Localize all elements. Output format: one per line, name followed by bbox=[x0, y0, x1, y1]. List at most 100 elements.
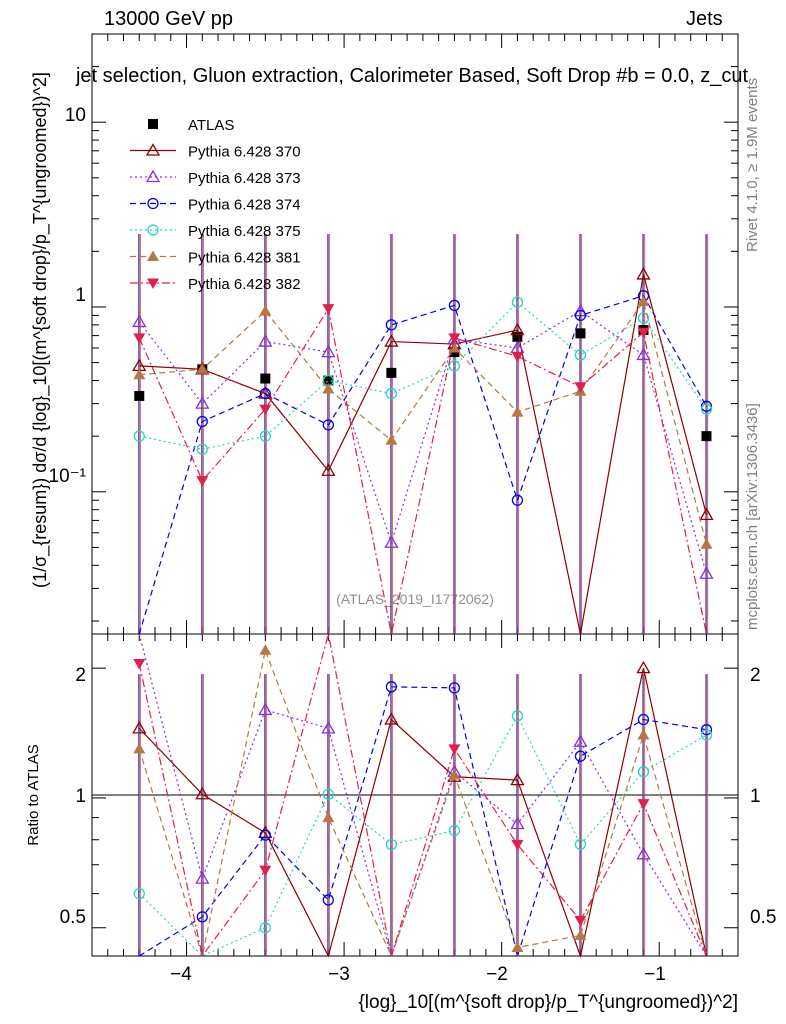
y-main-tick-label: 1 bbox=[75, 285, 86, 306]
ratio-point bbox=[259, 829, 271, 841]
ratio-point bbox=[133, 887, 145, 900]
ratio-point bbox=[448, 824, 461, 837]
legend-swatch-marker bbox=[148, 119, 158, 129]
ratio-line bbox=[138, 648, 708, 958]
source-label: mcplots.cern.ch [arXiv:1306.3436] bbox=[744, 403, 761, 630]
ratio-point bbox=[133, 659, 146, 670]
ratio-point bbox=[510, 772, 525, 786]
series-line bbox=[139, 274, 708, 635]
data-point bbox=[321, 463, 336, 476]
data-point bbox=[321, 344, 336, 358]
x-axis-title: {log}_10[(m^{soft drop}/p_T^{ungroomed})… bbox=[358, 992, 738, 1013]
ratio-point bbox=[700, 724, 713, 736]
ratio-point bbox=[258, 825, 273, 838]
series-s374 bbox=[138, 290, 713, 959]
ratio-point bbox=[573, 734, 588, 747]
data-point bbox=[322, 419, 334, 431]
data-point bbox=[259, 404, 272, 416]
data-point bbox=[259, 430, 271, 442]
legend-label: Pythia 6.428 381 bbox=[188, 250, 301, 267]
data-point bbox=[574, 309, 587, 322]
legend-entry-s373: Pythia 6.428 373 bbox=[130, 169, 301, 187]
data-point bbox=[259, 387, 271, 400]
series-s375 bbox=[133, 296, 713, 957]
ratio-point bbox=[132, 721, 147, 734]
ratio-line bbox=[138, 633, 707, 959]
energy-label: 13000 GeV pp bbox=[104, 8, 233, 30]
ratio-point bbox=[322, 894, 334, 906]
ratio-point bbox=[574, 838, 587, 851]
y-ratio-tick-label: 1 bbox=[75, 786, 86, 807]
legend-swatch-marker bbox=[147, 250, 159, 261]
ratio-point bbox=[384, 712, 399, 725]
data-point bbox=[637, 295, 650, 307]
data-point bbox=[133, 430, 145, 442]
data-point bbox=[384, 535, 399, 548]
ratio-point bbox=[637, 728, 650, 740]
series-line bbox=[138, 310, 708, 574]
y-ratio-tick-label-right: 0.5 bbox=[750, 907, 776, 928]
ratio-point bbox=[196, 911, 208, 923]
ratio-point bbox=[574, 929, 587, 940]
ratio-point bbox=[574, 750, 587, 762]
ratio-point bbox=[322, 811, 335, 823]
x-tick-label: −2 bbox=[486, 964, 508, 985]
ratio-point bbox=[321, 721, 336, 734]
ratio-point bbox=[511, 941, 524, 952]
data-point bbox=[196, 363, 209, 374]
ratio-line bbox=[138, 714, 707, 957]
series-layer bbox=[132, 234, 714, 959]
y-main-tick-label: 10⁻¹ bbox=[49, 466, 87, 487]
legend-entry-s370: Pythia 6.428 370 bbox=[130, 143, 301, 161]
legend-swatch-marker bbox=[147, 224, 159, 236]
legend-label: Pythia 6.428 375 bbox=[188, 223, 301, 240]
data-point bbox=[132, 314, 147, 328]
ratio-point bbox=[636, 847, 651, 860]
legend-label: Pythia 6.428 373 bbox=[188, 170, 301, 187]
y-ratio-tick-label-right: 1 bbox=[750, 786, 761, 807]
legend-swatch-marker bbox=[145, 169, 161, 183]
legend: ATLAS Pythia 6.428 370 Pythia 6.428 373 Pyt… bbox=[130, 117, 301, 293]
data-point bbox=[448, 299, 461, 312]
data-point bbox=[511, 351, 524, 363]
x-tick-label: −3 bbox=[328, 964, 350, 985]
data-point bbox=[637, 327, 650, 339]
data-point bbox=[385, 434, 398, 445]
ratio-point bbox=[637, 713, 650, 726]
data-point bbox=[133, 333, 146, 344]
data-point bbox=[700, 538, 713, 549]
data-point bbox=[322, 304, 335, 315]
rivet-label: Rivet 4.1.0, ≥ 1.9M events bbox=[744, 77, 761, 252]
y-ratio-tick-label-right: 2 bbox=[750, 665, 761, 686]
plot-title: jet selection, Gluon extraction, Calorim… bbox=[75, 65, 748, 87]
data-point bbox=[700, 400, 713, 412]
y-main-tick-label: 10 bbox=[65, 105, 86, 126]
data-point bbox=[574, 349, 587, 361]
y-main-axis-title: (1/σ_{resum}) dσ/d {log}_10[(m^{soft dro… bbox=[30, 72, 51, 588]
data-point bbox=[385, 319, 398, 331]
legend-label: Pythia 6.428 382 bbox=[188, 276, 301, 293]
ratio-point bbox=[385, 838, 398, 851]
data-point bbox=[386, 367, 397, 378]
y-ratio-tick-label: 2 bbox=[75, 665, 86, 686]
data-point bbox=[323, 375, 334, 386]
ratio-point bbox=[195, 871, 210, 884]
data-point bbox=[196, 476, 209, 487]
legend-entry-s375: Pythia 6.428 375 bbox=[130, 223, 301, 240]
data-point bbox=[384, 334, 399, 347]
series-s382 bbox=[133, 304, 708, 958]
legend-label: ATLAS bbox=[188, 117, 234, 134]
data-point bbox=[575, 328, 586, 339]
data-point bbox=[699, 507, 714, 521]
data-point bbox=[134, 390, 145, 401]
ratio-point bbox=[510, 816, 525, 830]
data-point bbox=[699, 566, 714, 579]
legend-swatch-marker bbox=[147, 197, 159, 210]
ratio-point bbox=[448, 744, 461, 755]
data-point bbox=[636, 267, 651, 280]
data-point bbox=[636, 347, 651, 361]
process-label: Jets bbox=[686, 8, 723, 30]
ratio-point bbox=[448, 682, 461, 694]
data-point bbox=[195, 396, 210, 409]
